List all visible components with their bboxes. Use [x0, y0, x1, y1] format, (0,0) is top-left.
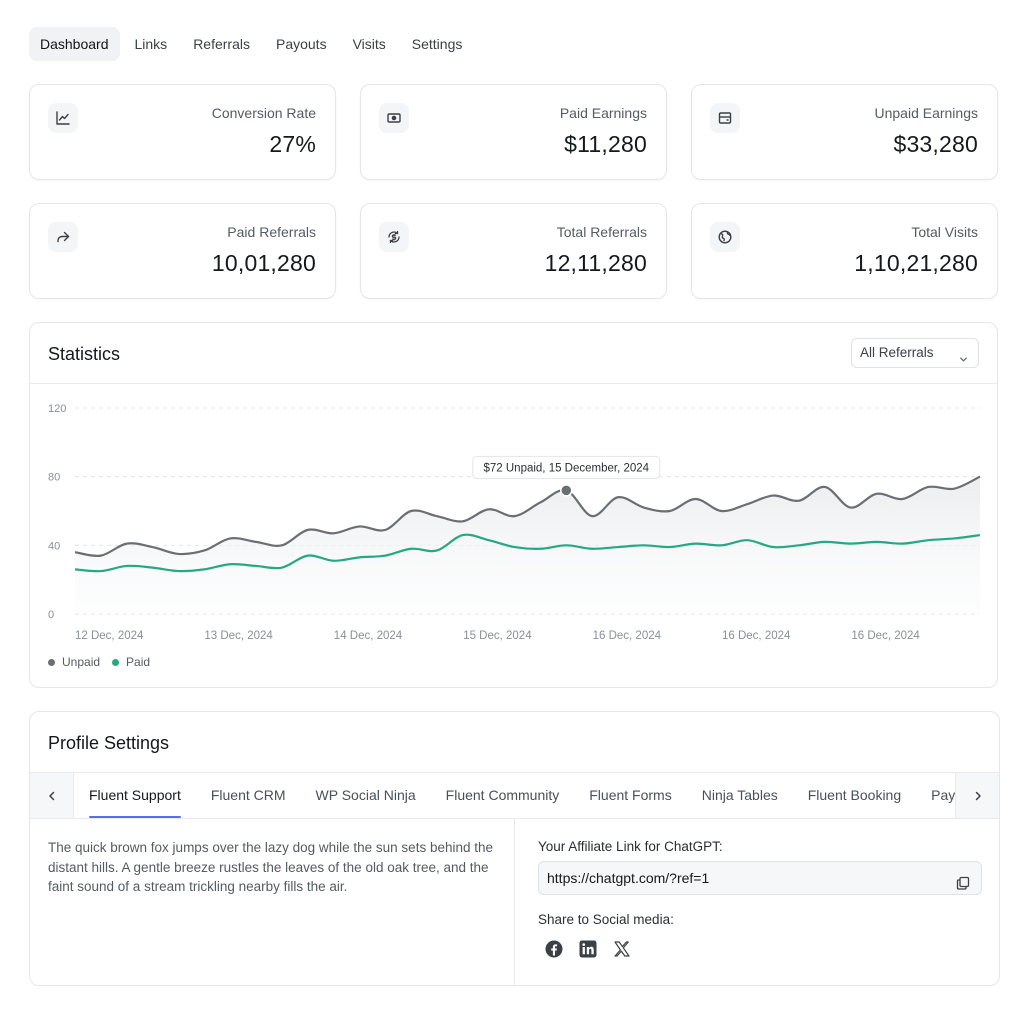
- share-arrow-icon: [48, 222, 78, 252]
- affiliate-link-field[interactable]: https://chatgpt.com/?ref=1: [538, 861, 982, 895]
- panel-divider: [30, 383, 997, 384]
- legend-dot-unpaid: [48, 658, 55, 666]
- x-tick-label: 15 Dec, 2024: [463, 630, 532, 642]
- referral-filter-value: All Referrals: [860, 345, 934, 360]
- tab-fluent-community[interactable]: Fluent Community: [445, 787, 560, 803]
- affiliate-link-value: https://chatgpt.com/?ref=1: [547, 870, 710, 886]
- chevron-down-icon: [958, 347, 969, 375]
- wallet-icon: [710, 103, 740, 133]
- stat-label: Conversion Rate: [211, 105, 316, 121]
- stat-label: Paid Referrals: [227, 224, 316, 240]
- highlight-point[interactable]: [560, 484, 573, 497]
- chart-tooltip-text: $72 Unpaid, 15 December, 2024: [483, 462, 649, 474]
- unpaid-area-fill: [75, 476, 980, 614]
- stat-label: Total Referrals: [556, 224, 647, 240]
- product-description: The quick brown fox jumps over the lazy …: [30, 819, 515, 985]
- referral-filter-select[interactable]: All Referrals: [851, 338, 979, 368]
- y-tick-label: 80: [48, 472, 60, 484]
- statistics-panel: Statistics All Referrals 120 80 40 0 12 Dec…: [29, 322, 998, 688]
- tab-ninja-tables[interactable]: Ninja Tables: [701, 787, 778, 803]
- stat-value: 12,11,280: [544, 250, 647, 276]
- coin-exchange-icon: [379, 222, 409, 252]
- statistics-line-chart: 120 80 40 0 12 Dec, 2024 13 Dec, 2024 14 Dec,…: [48, 403, 981, 642]
- social-share-links: [544, 939, 632, 959]
- nav-settings[interactable]: Settings: [411, 36, 463, 52]
- tab-fluent-forms[interactable]: Fluent Forms: [589, 787, 672, 803]
- x-tick-label: 14 Dec, 2024: [334, 630, 403, 642]
- nav-links[interactable]: Links: [134, 36, 168, 52]
- stat-card-paid-referrals: Paid Referrals 10,01,280: [29, 203, 336, 299]
- chart-legend: Unpaid Paid: [48, 655, 150, 669]
- stat-card-unpaid-earnings: Unpaid Earnings $33,280: [691, 84, 998, 180]
- x-tick-label: 16 Dec, 2024: [593, 630, 662, 642]
- tab-paymattic[interactable]: Paymattic: [931, 787, 955, 803]
- y-tick-label: 120: [48, 403, 66, 415]
- chevron-right-icon: [975, 791, 981, 800]
- stat-card-total-visits: Total Visits 1,10,21,280: [691, 203, 998, 299]
- affiliate-pane: Your Affiliate Link for ChatGPT: https:/…: [516, 819, 999, 985]
- x-tick-label: 16 Dec, 2024: [851, 630, 920, 642]
- chevron-left-icon: [48, 791, 54, 800]
- nav-referrals[interactable]: Referrals: [193, 36, 250, 52]
- x-tick-label: 13 Dec, 2024: [204, 630, 273, 642]
- legend-item-paid[interactable]: Paid: [112, 655, 150, 669]
- stat-label: Unpaid Earnings: [874, 105, 978, 121]
- stat-value: 10,01,280: [211, 250, 316, 276]
- paid-series-line: [74, 533, 981, 573]
- chart-tooltip: [472, 455, 661, 479]
- facebook-icon[interactable]: [544, 939, 564, 959]
- tabs-track: Fluent Support Fluent CRM WP Social Ninja F…: [74, 773, 955, 818]
- profile-settings-panel: Profile Settings Fluent Support Fluent CR…: [29, 711, 1000, 986]
- tabs-scroll-left-button[interactable]: [30, 773, 74, 818]
- x-icon[interactable]: [612, 939, 632, 959]
- legend-label-unpaid: Unpaid: [62, 655, 101, 669]
- share-label: Share to Social media:: [538, 912, 674, 927]
- linkedin-icon[interactable]: [578, 939, 598, 959]
- stat-value: 27%: [269, 131, 316, 157]
- top-nav: Dashboard Links Referrals Payouts Visits…: [29, 27, 473, 61]
- tab-wp-social-ninja[interactable]: WP Social Ninja: [315, 787, 416, 803]
- copy-icon[interactable]: [955, 870, 971, 902]
- cash-icon: [379, 103, 409, 133]
- x-tick-label: 12 Dec, 2024: [75, 630, 144, 642]
- y-tick-label: 0: [48, 609, 54, 621]
- y-tick-label: 40: [48, 540, 60, 552]
- tab-fluent-support[interactable]: Fluent Support: [74, 773, 196, 818]
- stat-card-total-referrals: Total Referrals 12,11,280: [360, 203, 667, 299]
- nav-visits[interactable]: Visits: [352, 36, 386, 52]
- nav-dashboard[interactable]: Dashboard: [29, 27, 120, 61]
- legend-item-unpaid[interactable]: Unpaid: [48, 655, 100, 669]
- nav-payouts[interactable]: Payouts: [275, 36, 327, 52]
- x-tick-label: 16 Dec, 2024: [722, 630, 791, 642]
- stat-label: Paid Earnings: [559, 105, 647, 121]
- unpaid-series-line: [74, 475, 981, 558]
- stat-card-paid-earnings: Paid Earnings $11,280: [360, 84, 667, 180]
- stat-card-conversion-rate: Conversion Rate 27%: [29, 84, 336, 180]
- globe-icon: [710, 222, 740, 252]
- stat-label: Total Visits: [911, 224, 978, 240]
- statistics-title: Statistics: [48, 344, 121, 364]
- affiliate-link-label: Your Affiliate Link for ChatGPT:: [538, 839, 723, 854]
- profile-settings-title: Profile Settings: [48, 733, 170, 753]
- product-tabbar: Fluent Support Fluent CRM WP Social Ninja F…: [30, 772, 999, 819]
- stat-value: $11,280: [564, 131, 647, 157]
- tabs-scroll-right-button[interactable]: [955, 773, 999, 818]
- tab-fluent-booking[interactable]: Fluent Booking: [807, 787, 902, 803]
- stat-value: $33,280: [893, 131, 978, 157]
- tab-fluent-crm[interactable]: Fluent CRM: [210, 787, 286, 803]
- trend-chart-icon: [48, 103, 78, 133]
- legend-dot-paid: [112, 658, 120, 666]
- stat-value: 1,10,21,280: [854, 250, 978, 276]
- legend-label-paid: Paid: [126, 655, 151, 669]
